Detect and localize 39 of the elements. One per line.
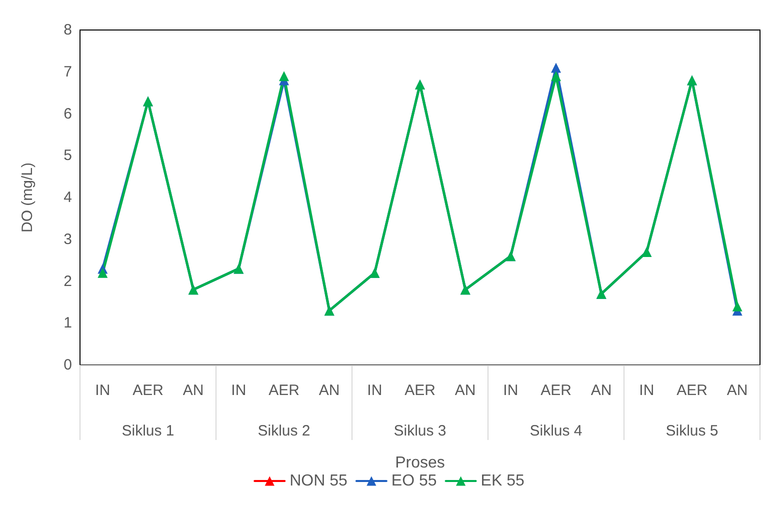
y-tick-label: 7 [64,63,72,80]
x-axis-title: Proses [395,454,445,472]
y-tick-label: 4 [64,189,72,206]
text: Siklus 2 [258,422,310,440]
point [98,268,108,278]
y-tick-label: 0 [64,356,72,374]
x-tick-label: AN [182,382,204,399]
x-tick-label: IN [503,382,518,399]
legend-label: EK 55 [480,472,524,490]
text: Siklus 4 [530,422,582,440]
point [279,71,289,82]
y-axis-title: DO (mg/L) [19,162,36,233]
x-tick-label: IN [95,382,110,399]
text: Siklus 3 [394,422,446,440]
x-tick-label: AER [268,382,300,399]
legend-label: NON 55 [290,472,348,490]
y-tick-label: 1 [64,314,72,332]
legend-label: EO 55 [391,472,437,490]
y-tick-label: 6 [64,105,72,122]
point [551,62,561,73]
x-tick-label: AN [726,382,748,399]
point [551,71,561,82]
x-tick-label: IN [367,382,382,399]
x-tick-label: IN [639,382,654,399]
x-tick-label: IN [231,382,246,399]
y-tick-label: 3 [64,230,72,248]
x-tick-label: AER [132,382,164,399]
x-tick-label: AER [404,382,436,399]
x-tick-label: AN [454,382,476,399]
x-tick-label: AER [676,382,708,399]
x-tick-label: AN [590,382,612,399]
y-tick-label: 8 [64,22,72,38]
x-tick-label: AN [318,382,340,399]
y-tick-label: 5 [64,147,72,164]
x-tick-label: AER [540,382,572,399]
y-tick-label: 2 [64,272,72,290]
text: Siklus 1 [122,422,174,440]
text: Siklus 5 [666,422,718,440]
point [732,301,742,312]
